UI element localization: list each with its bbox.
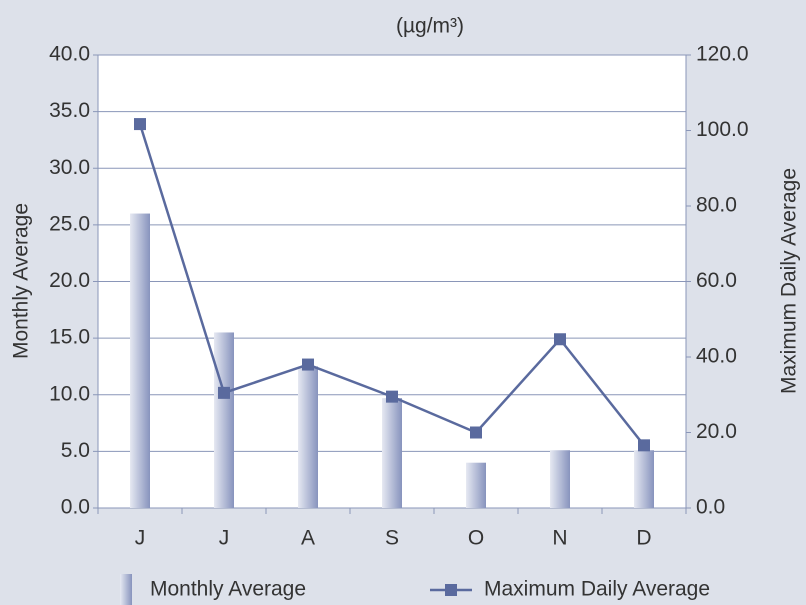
x-tick-label: N — [552, 527, 567, 550]
x-tick-label: S — [385, 527, 399, 550]
y2-axis-title: Maximum Daily Average — [778, 168, 801, 394]
x-tick-label: D — [636, 527, 651, 550]
x-tick-label: A — [301, 527, 315, 550]
y2-tick-label: 40.0 — [696, 345, 737, 368]
marker — [386, 390, 398, 403]
marker — [554, 333, 566, 346]
y2-tick-label: 100.0 — [696, 118, 749, 141]
y-tick-label: 0.0 — [61, 496, 90, 519]
x-tick-label: J — [219, 527, 230, 550]
bar — [634, 450, 654, 508]
legend-label: Maximum Daily Average — [484, 578, 710, 601]
marker — [302, 358, 314, 371]
bar — [382, 398, 402, 508]
x-tick-label: O — [468, 527, 484, 550]
y2-tick-label: 60.0 — [696, 269, 737, 292]
legend-label: Monthly Average — [150, 578, 306, 601]
y-tick-label: 5.0 — [61, 439, 90, 462]
bar — [130, 213, 150, 509]
bar — [550, 450, 570, 508]
y-tick-label: 30.0 — [49, 156, 90, 179]
y2-tick-label: 0.0 — [696, 496, 725, 519]
y-tick-label: 15.0 — [49, 326, 90, 349]
y-tick-label: 35.0 — [49, 99, 90, 122]
marker — [134, 118, 146, 131]
y-axis-title: Monthly Average — [10, 203, 33, 359]
unit-label: (µg/m³) — [396, 15, 464, 38]
y2-tick-label: 120.0 — [696, 43, 749, 66]
legend-swatch — [445, 584, 457, 596]
bar — [466, 462, 486, 508]
y2-tick-label: 20.0 — [696, 420, 737, 443]
y-tick-label: 25.0 — [49, 212, 90, 235]
marker — [470, 426, 482, 439]
marker — [218, 386, 230, 399]
marker — [638, 439, 650, 452]
bar — [298, 366, 318, 508]
x-tick-label: J — [135, 527, 146, 550]
bar — [214, 332, 234, 508]
legend-swatch — [120, 574, 132, 605]
y2-tick-label: 80.0 — [696, 194, 737, 217]
y-tick-label: 20.0 — [49, 269, 90, 292]
y-tick-label: 40.0 — [49, 43, 90, 66]
y-tick-label: 10.0 — [49, 382, 90, 405]
